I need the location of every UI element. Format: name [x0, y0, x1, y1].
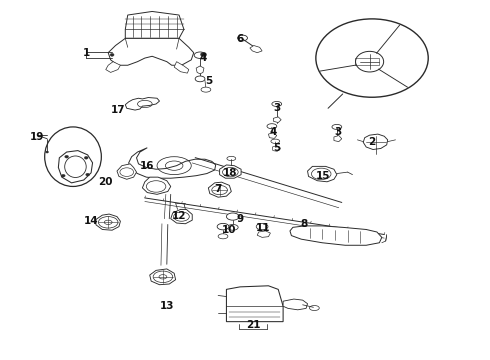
Text: 3: 3: [273, 103, 280, 113]
Polygon shape: [269, 133, 277, 138]
Polygon shape: [125, 12, 184, 39]
Polygon shape: [257, 231, 270, 237]
Polygon shape: [272, 145, 280, 151]
Polygon shape: [58, 150, 93, 183]
Text: 14: 14: [84, 216, 98, 226]
Text: 17: 17: [111, 105, 125, 115]
Text: 3: 3: [334, 127, 342, 136]
Circle shape: [110, 53, 114, 56]
Ellipse shape: [226, 213, 239, 220]
Polygon shape: [96, 214, 121, 230]
Polygon shape: [208, 182, 231, 197]
Text: 20: 20: [98, 177, 113, 187]
Text: 2: 2: [368, 137, 376, 147]
Text: 4: 4: [200, 53, 207, 63]
Circle shape: [65, 155, 69, 158]
Polygon shape: [273, 117, 281, 123]
Text: 18: 18: [223, 168, 238, 178]
Polygon shape: [196, 66, 204, 74]
Circle shape: [84, 156, 88, 159]
Text: 21: 21: [246, 320, 261, 330]
Ellipse shape: [195, 76, 205, 82]
Text: 4: 4: [270, 127, 277, 136]
Ellipse shape: [194, 52, 206, 58]
Text: 12: 12: [172, 211, 186, 221]
Text: 11: 11: [255, 224, 270, 233]
Text: 9: 9: [237, 215, 244, 224]
Text: 5: 5: [273, 143, 280, 153]
Ellipse shape: [159, 275, 167, 279]
Ellipse shape: [227, 225, 238, 230]
Polygon shape: [117, 164, 137, 179]
Polygon shape: [108, 39, 194, 65]
Text: 13: 13: [160, 301, 174, 311]
Polygon shape: [334, 135, 342, 141]
Circle shape: [200, 52, 206, 57]
Circle shape: [61, 174, 65, 177]
Polygon shape: [283, 299, 308, 310]
Ellipse shape: [201, 87, 211, 92]
Polygon shape: [143, 177, 171, 194]
Text: 5: 5: [205, 76, 212, 86]
Ellipse shape: [217, 224, 229, 230]
Polygon shape: [150, 269, 175, 285]
Text: 1: 1: [83, 48, 90, 58]
Text: 19: 19: [30, 132, 45, 142]
Polygon shape: [290, 226, 382, 245]
Text: 16: 16: [140, 161, 154, 171]
Polygon shape: [250, 45, 262, 53]
Polygon shape: [363, 134, 388, 149]
Polygon shape: [125, 98, 159, 110]
Circle shape: [86, 173, 90, 176]
Polygon shape: [220, 165, 241, 178]
Polygon shape: [171, 210, 192, 224]
Text: 7: 7: [215, 184, 222, 194]
Ellipse shape: [104, 220, 112, 225]
Text: 8: 8: [300, 219, 307, 229]
Polygon shape: [129, 148, 216, 178]
Ellipse shape: [218, 234, 228, 239]
Ellipse shape: [256, 224, 268, 230]
Text: 15: 15: [316, 171, 330, 181]
Polygon shape: [308, 166, 337, 182]
Polygon shape: [106, 62, 121, 72]
Text: 6: 6: [237, 34, 244, 44]
Polygon shape: [226, 286, 283, 321]
Polygon shape: [174, 62, 189, 73]
Circle shape: [46, 151, 49, 153]
Text: 10: 10: [222, 225, 237, 235]
